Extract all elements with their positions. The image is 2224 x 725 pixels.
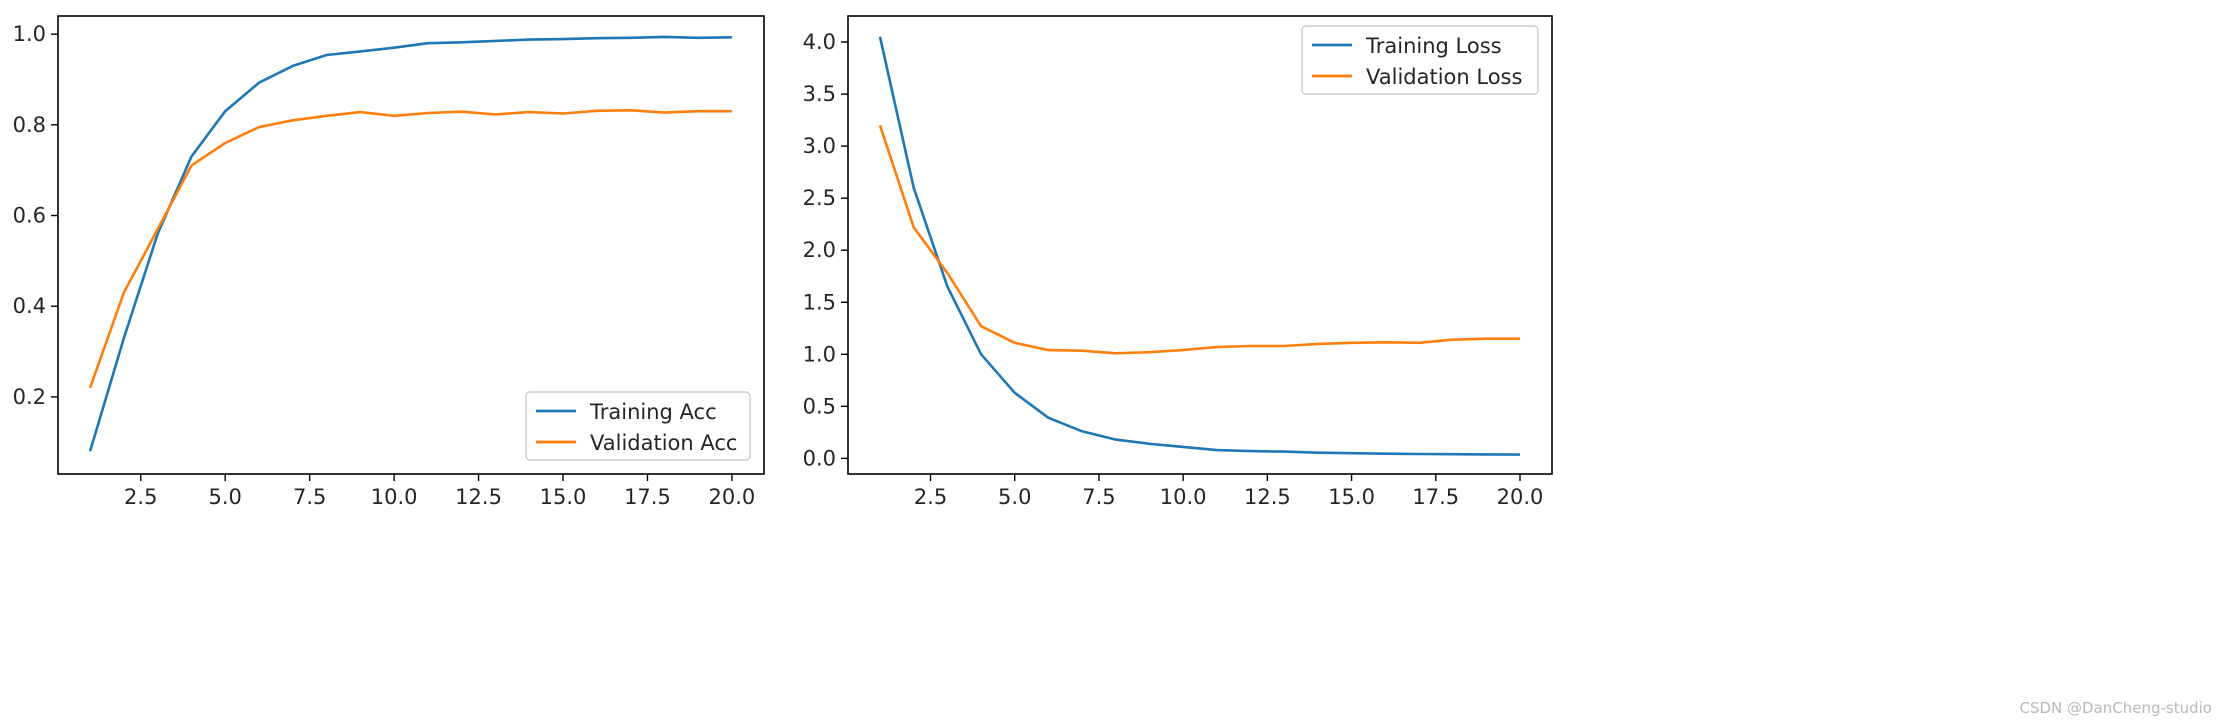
y-tick-label: 0.8 (13, 113, 46, 137)
x-tick-label: 5.0 (209, 485, 242, 509)
x-tick-label: 5.0 (998, 485, 1031, 509)
y-tick-label: 1.5 (803, 290, 836, 314)
y-tick-label: 3.0 (803, 134, 836, 158)
chart-panel-2: 2.5 5.0 7.5 10.0 12.5 15.0 17.5 20.0 0.0 0.5 1.0 1.… (803, 15, 1553, 509)
legend: Training Acc Validation Acc (525, 391, 751, 461)
y-tick-label: 0.4 (13, 294, 46, 318)
y-tick-label: 0.6 (13, 204, 46, 228)
y-tick-label: 1.0 (803, 342, 836, 366)
chart-panel-1: 2.5 5.0 7.5 10.0 12.5 15.0 17.5 20.0 0.2 0.4 0.6 0.… (13, 15, 765, 509)
legend-label: Training Acc (589, 400, 717, 424)
y-tick-label: 1.0 (13, 22, 46, 46)
legend-label: Training Loss (1365, 34, 1502, 58)
x-tick-label: 15.0 (1328, 485, 1375, 509)
y-tick-label: 0.5 (803, 394, 836, 418)
axes-frame (57, 15, 765, 475)
x-tick-label: 2.5 (914, 485, 947, 509)
legend-box (525, 391, 751, 461)
x-tick-label: 17.5 (624, 485, 671, 509)
y-tick-label: 2.0 (803, 238, 836, 262)
legend-box (1301, 25, 1539, 95)
x-tick-label: 12.5 (455, 485, 502, 509)
y-tick-label: 3.5 (803, 82, 836, 106)
series-line-validation-acc (88, 109, 732, 389)
legend-label: Validation Acc (590, 431, 737, 455)
series-line-training-acc (88, 35, 732, 452)
legend: Training Loss Validation Loss (1301, 25, 1539, 95)
x-tick-label: 7.5 (293, 485, 326, 509)
series-line-training-loss (878, 36, 1521, 456)
x-tick-label: 12.5 (1244, 485, 1291, 509)
x-tick-label: 7.5 (1082, 485, 1115, 509)
x-tick-label: 2.5 (124, 485, 157, 509)
x-tick-label: 20.0 (1497, 485, 1544, 509)
x-tick-label: 17.5 (1412, 485, 1459, 509)
x-tick-label: 10.0 (371, 485, 418, 509)
axes-frame (847, 15, 1553, 475)
y-tick-label: 2.5 (803, 186, 836, 210)
x-tick-label: 20.0 (709, 485, 756, 509)
y-tick-label: 0.0 (803, 446, 836, 470)
legend-label: Validation Loss (1366, 65, 1522, 89)
x-tick-label: 15.0 (540, 485, 587, 509)
y-tick-label: 4.0 (803, 30, 836, 54)
x-tick-label: 10.0 (1160, 485, 1207, 509)
y-tick-label: 0.2 (13, 385, 46, 409)
series-line-validation-loss (878, 124, 1520, 355)
watermark-text: CSDN @DanCheng-studio (2019, 699, 2212, 717)
